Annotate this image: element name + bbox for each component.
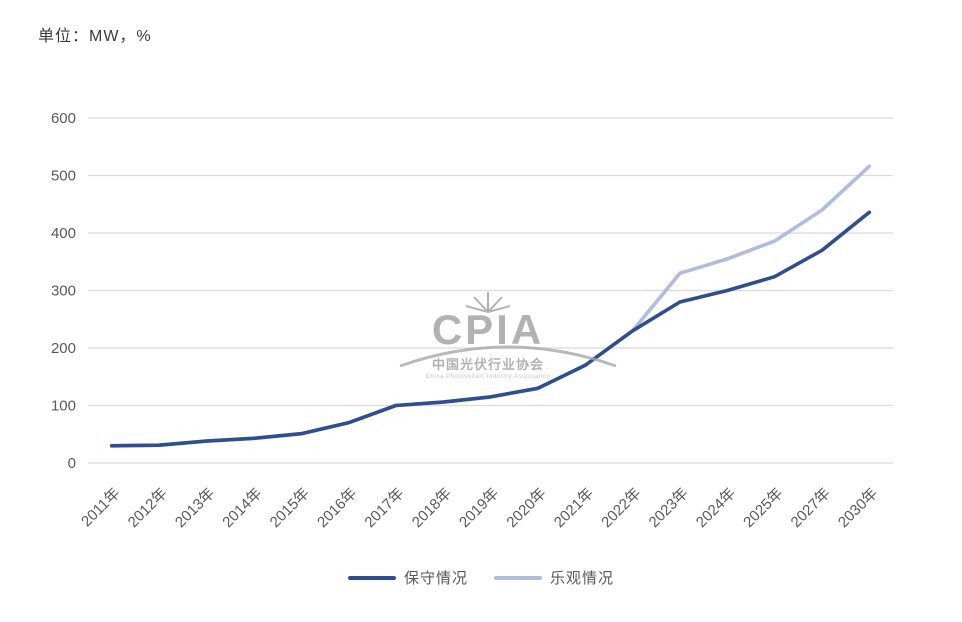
conservative-line bbox=[109, 210, 872, 448]
y-tick-100: 100 bbox=[51, 398, 76, 415]
x-tick-2018年: 2018年 bbox=[409, 485, 455, 531]
x-tick-2015年: 2015年 bbox=[267, 485, 313, 531]
x-tick-2011年: 2011年 bbox=[78, 485, 123, 530]
x-tick-2020年: 2020年 bbox=[503, 485, 549, 531]
x-tick-2017年: 2017年 bbox=[361, 485, 407, 531]
x-tick-2030年: 2030年 bbox=[835, 485, 881, 531]
x-tick-2021年: 2021年 bbox=[551, 485, 597, 531]
y-tick-400: 400 bbox=[51, 225, 76, 242]
legend-item-conservative: 保守情况 bbox=[347, 567, 468, 588]
x-tick-2013年: 2013年 bbox=[172, 485, 218, 531]
y-tick-0: 0 bbox=[68, 455, 76, 472]
x-tick-2027年: 2027年 bbox=[788, 485, 834, 531]
chart-legend: 保守情况 乐观情况 bbox=[0, 567, 962, 588]
x-tick-2012年: 2012年 bbox=[125, 485, 171, 531]
x-tick-2025年: 2025年 bbox=[740, 485, 786, 531]
x-tick-2019年: 2019年 bbox=[456, 485, 502, 531]
y-tick-600: 600 bbox=[51, 110, 76, 127]
optimistic-legend-label: 乐观情况 bbox=[550, 570, 615, 587]
optimistic-line bbox=[109, 164, 872, 448]
y-tick-200: 200 bbox=[51, 340, 76, 357]
x-tick-2016年: 2016年 bbox=[314, 485, 360, 531]
x-tick-2024年: 2024年 bbox=[693, 485, 739, 531]
unit-label: 单位：MW，% bbox=[38, 28, 152, 45]
x-tick-2014年: 2014年 bbox=[219, 485, 265, 531]
y-tick-500: 500 bbox=[51, 168, 76, 185]
x-tick-2023年: 2023年 bbox=[646, 485, 692, 531]
y-tick-300: 300 bbox=[51, 283, 76, 300]
optimistic-line-swatch bbox=[494, 575, 542, 580]
x-tick-2022年: 2022年 bbox=[598, 485, 644, 531]
legend-item-optimistic: 乐观情况 bbox=[494, 567, 614, 588]
conservative-legend-label: 保守情况 bbox=[403, 570, 468, 587]
conservative-line-swatch bbox=[347, 575, 396, 580]
